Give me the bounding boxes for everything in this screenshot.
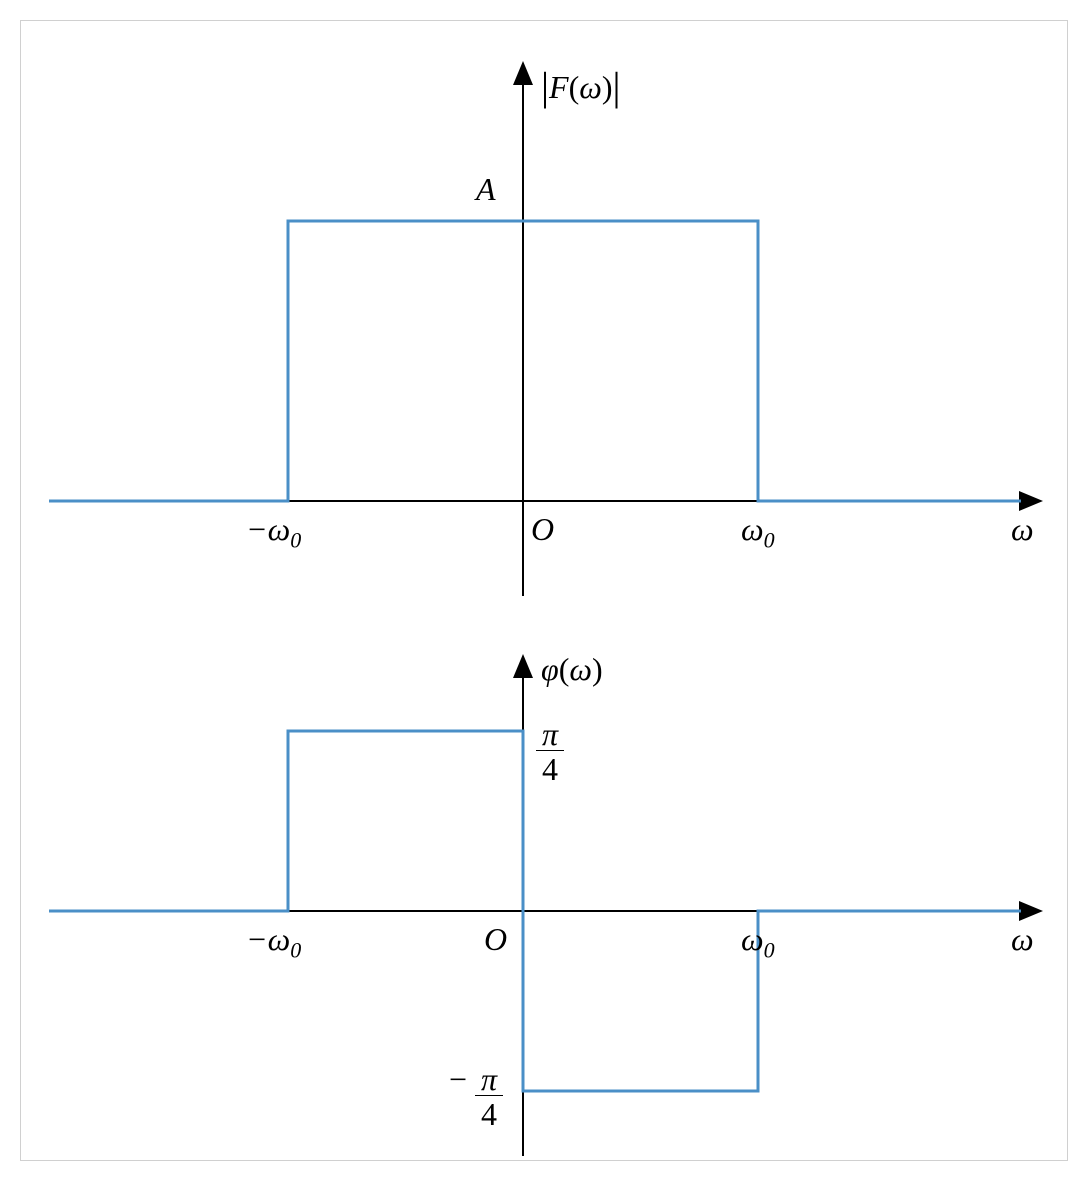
phase-pos-value-label: π 4: [536, 716, 564, 785]
phase-neg-value-label: − π 4: [449, 1061, 503, 1130]
phase-x-axis-label: ω: [1011, 921, 1034, 958]
mag-origin-label: O: [531, 511, 554, 548]
phase-neg-w0-label: −ω0: [246, 921, 301, 963]
phase-pos-w0-label: ω0: [741, 921, 775, 963]
figure-container: |F(ω)| A −ω0 O ω0 ω φ(ω) π 4 −ω0 O ω0 ω …: [20, 20, 1068, 1161]
mag-y-axis-label: |F(ω)|: [541, 61, 620, 108]
magnitude-plot-svg: [21, 21, 1069, 1162]
mag-neg-w0-label: −ω0: [246, 511, 301, 553]
magnitude-signal: [49, 221, 1021, 501]
mag-x-axis-label: ω: [1011, 511, 1034, 548]
mag-pos-w0-label: ω0: [741, 511, 775, 553]
phase-y-axis-label: φ(ω): [541, 651, 603, 688]
amplitude-label: A: [476, 171, 496, 208]
phase-origin-label: O: [484, 921, 507, 958]
